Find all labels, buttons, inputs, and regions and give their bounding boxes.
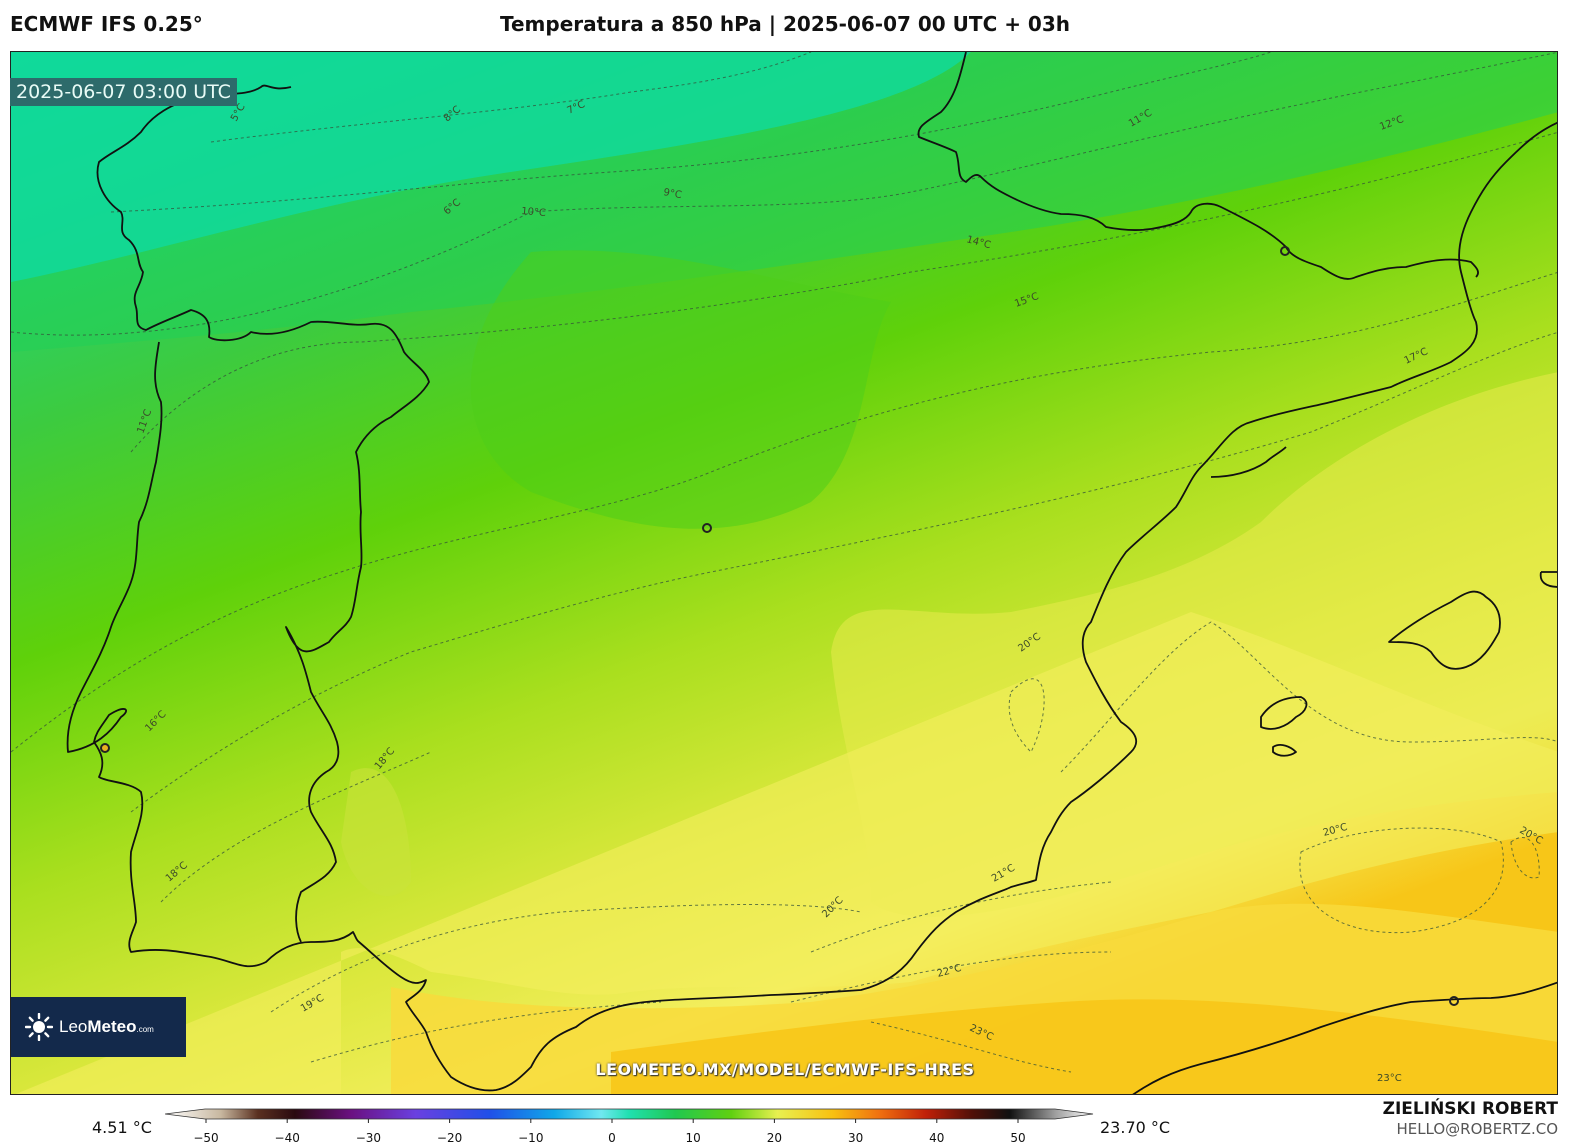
leometeo-logo: LeoMeteo.com xyxy=(11,997,186,1057)
band-green-north xyxy=(11,52,1557,352)
temperature-map: 5°C 6°C 7°C 8°C 9°C 10°C 11°C 12°C 14°C … xyxy=(11,52,1557,1094)
city-marker-algiers xyxy=(1449,996,1459,1006)
coastlines xyxy=(66,52,1557,1094)
watermark-url: LEOMETEO.MX/MODEL/ECMWF-IFS-HRES xyxy=(595,1060,975,1079)
colorbar-tick-label: −10 xyxy=(518,1131,543,1145)
band-meseta-green xyxy=(470,250,891,529)
band-patch-portugal xyxy=(341,768,411,897)
author-credit: ZIELIŃSKI ROBERT HELLO@ROBERTZ.CO xyxy=(1383,1099,1558,1139)
colorbar-strip xyxy=(165,1108,1094,1120)
city-markers xyxy=(100,246,1459,1006)
colorbar-tick-label: 40 xyxy=(929,1131,944,1145)
sun-icon xyxy=(25,1013,53,1041)
city-marker-north xyxy=(1280,246,1290,256)
colorbar-tick-label: −30 xyxy=(356,1131,381,1145)
colorbar-tick-label: −40 xyxy=(275,1131,300,1145)
model-name: ECMWF IFS 0.25° xyxy=(10,12,203,36)
colorbar-tick-label: 30 xyxy=(848,1131,863,1145)
legend-min-value: 4.51 °C xyxy=(92,1118,152,1137)
colorbar-tick-label: −50 xyxy=(193,1131,218,1145)
logo-brand-light: Leo xyxy=(59,1017,88,1036)
logo-brand-bold: Meteo xyxy=(87,1017,137,1036)
colorbar-tick-label: 0 xyxy=(608,1131,616,1145)
city-marker-madrid xyxy=(702,523,712,533)
valid-time-label: 2025-06-07 03:00 UTC xyxy=(10,78,237,106)
band-yellow-south xyxy=(15,612,1557,1094)
band-cold xyxy=(11,52,971,282)
legend-max-value: 23.70 °C xyxy=(1100,1118,1171,1137)
colorbar-tick-label: 10 xyxy=(686,1131,701,1145)
logo-suffix: .com xyxy=(136,1025,154,1034)
band-hot xyxy=(611,999,1557,1094)
chart-title: Temperatura a 850 hPa | 2025-06-07 00 UT… xyxy=(499,12,1070,36)
contour-label: 23°C xyxy=(1377,1073,1402,1084)
contour-label: 9°C xyxy=(662,187,682,201)
contour-lines xyxy=(11,52,1557,1073)
colorbar: −50 −40 −30 −20 −10 0 10 20 30 40 50 xyxy=(165,1108,1094,1145)
author-email: HELLO@ROBERTZ.CO xyxy=(1396,1120,1558,1138)
colorbar-ticks: −50 −40 −30 −20 −10 0 10 20 30 40 50 xyxy=(193,1119,1026,1145)
author-name: ZIELIŃSKI ROBERT xyxy=(1382,1099,1558,1119)
colorbar-tick-label: −20 xyxy=(437,1131,462,1145)
colorbar-tick-label: 20 xyxy=(767,1131,782,1145)
map-panel: 5°C 6°C 7°C 8°C 9°C 10°C 11°C 12°C 14°C … xyxy=(10,51,1558,1095)
city-marker-lisbon xyxy=(100,743,110,753)
contour-label: 10°C xyxy=(521,206,547,219)
logo-text: LeoMeteo.com xyxy=(59,1017,154,1037)
colorbar-tick-label: 50 xyxy=(1010,1131,1025,1145)
